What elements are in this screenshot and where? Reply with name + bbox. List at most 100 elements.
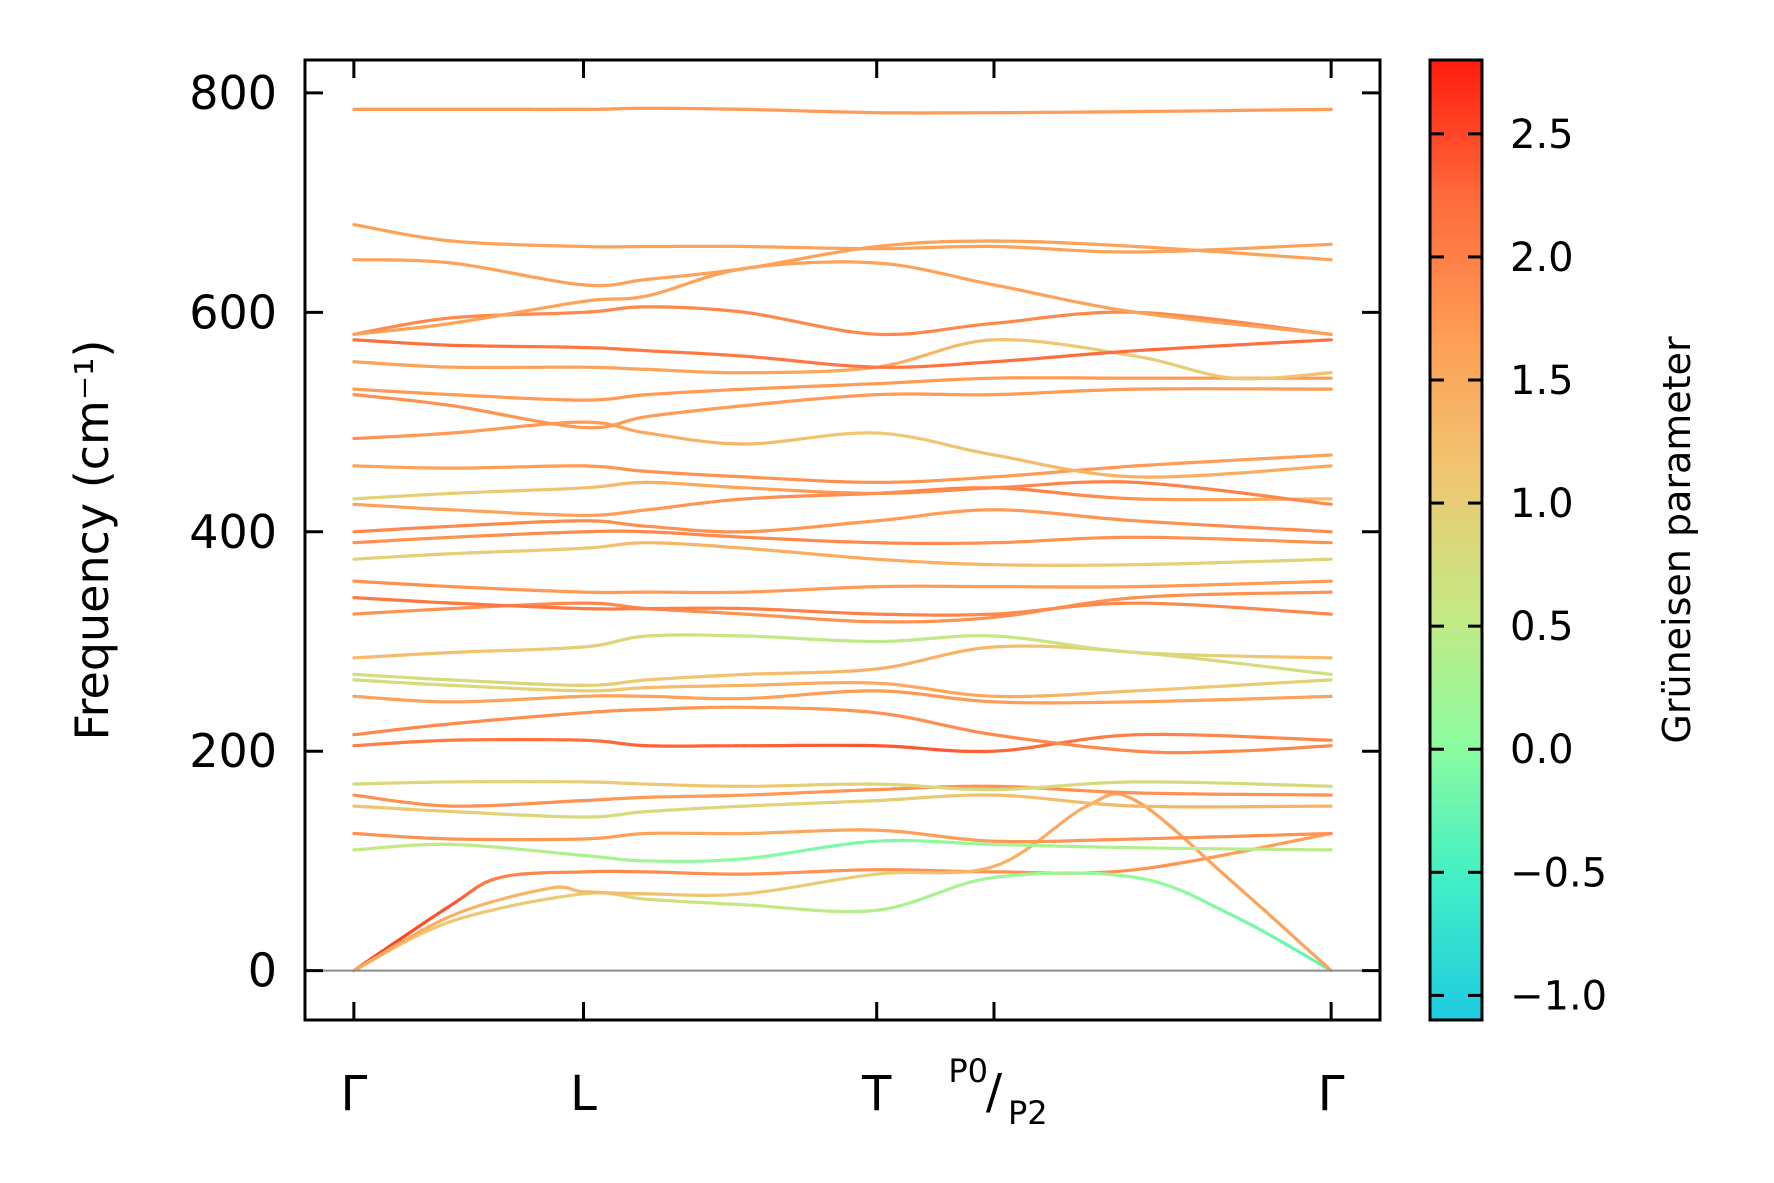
band-segment <box>1178 476 1194 477</box>
band-segment <box>1149 653 1163 654</box>
band-segment <box>1258 609 1273 610</box>
band-segment <box>1264 910 1272 917</box>
x-tick-label: P0 <box>948 1052 988 1090</box>
band-segment <box>1178 251 1194 252</box>
band-segment <box>1274 256 1288 257</box>
band-segment <box>1149 464 1163 465</box>
x-tick-label: Γ <box>340 1066 367 1122</box>
band-segment <box>1178 347 1194 348</box>
colorbar-tick-label: 0.0 <box>1510 727 1574 773</box>
band-segment <box>1101 245 1112 246</box>
band-segment <box>1178 318 1194 320</box>
band-segment <box>1288 341 1301 342</box>
band-segment <box>1274 738 1288 739</box>
band-segment <box>1258 698 1273 699</box>
band-segment <box>1163 864 1178 867</box>
band-segment <box>1288 529 1301 530</box>
band-segment <box>1274 469 1288 470</box>
band-segment <box>1242 527 1258 528</box>
band-segment <box>1226 662 1242 664</box>
band-segment <box>1210 539 1226 540</box>
band-segment <box>1242 583 1258 584</box>
band-segment <box>1226 491 1242 493</box>
band-segment <box>1101 518 1112 519</box>
x-tick-label: Γ <box>1318 1066 1345 1122</box>
colorbar-tick-label: 1.0 <box>1510 481 1574 527</box>
band-segment <box>1301 837 1313 839</box>
band-segment <box>1112 651 1123 652</box>
band-segment <box>1124 735 1136 736</box>
band-segment <box>1101 649 1112 650</box>
band-segment <box>1242 784 1258 785</box>
band-segment <box>1226 607 1242 608</box>
band-segment <box>1226 323 1242 325</box>
band-segment <box>1149 866 1163 868</box>
band-segment <box>1178 861 1194 864</box>
band-segment <box>1178 523 1194 524</box>
band-segment <box>1210 489 1226 491</box>
band-segment <box>1288 468 1301 469</box>
band-segment <box>1124 498 1136 499</box>
band-segment <box>1101 352 1112 353</box>
band-segment <box>1226 345 1242 346</box>
band-segment <box>1210 686 1226 687</box>
band-segment <box>1178 604 1194 605</box>
band-segment <box>1258 683 1273 684</box>
band-segment <box>1124 476 1136 477</box>
band-segment <box>1301 467 1313 468</box>
band-segment <box>1149 483 1163 484</box>
band-segment <box>1112 352 1123 353</box>
band-segment <box>1210 562 1226 563</box>
band-segment <box>1210 735 1226 736</box>
band-1 <box>354 834 1331 971</box>
band-segment <box>1101 468 1112 469</box>
band-segment <box>1323 674 1331 675</box>
band-segment <box>1274 457 1288 458</box>
band-segment <box>1077 347 1088 349</box>
band-segment <box>1242 540 1258 541</box>
band-segment <box>1288 457 1301 458</box>
y-tick-label: 600 <box>189 285 277 339</box>
band-segment <box>1323 259 1331 260</box>
band-segment <box>1136 690 1149 691</box>
band-segment <box>1055 344 1066 345</box>
band-segment <box>1091 648 1102 649</box>
band-segment <box>1045 742 1056 743</box>
band-segment <box>1210 525 1226 526</box>
band-segment <box>1163 523 1178 524</box>
band-segment <box>1193 250 1209 251</box>
band-segment <box>1258 583 1273 584</box>
band-segment <box>1091 783 1102 784</box>
band-segment <box>1210 855 1226 858</box>
band-segment <box>1258 528 1273 529</box>
band-segment <box>1193 585 1209 586</box>
band-segment <box>1242 493 1258 495</box>
band-segment <box>1112 692 1123 693</box>
band-segment <box>1301 258 1313 259</box>
band-segment <box>1301 530 1313 531</box>
band-segment <box>1112 805 1123 806</box>
band-segment <box>1193 605 1209 606</box>
band-segment <box>1258 343 1273 344</box>
band-18 <box>354 543 1331 566</box>
band-segment <box>1178 657 1194 659</box>
band-segment <box>1226 539 1242 540</box>
band-segment <box>1288 257 1301 258</box>
band-segment <box>1288 840 1301 843</box>
band-segment <box>1242 472 1258 473</box>
band-segment <box>1091 803 1102 804</box>
band-segment <box>1193 462 1209 463</box>
band-segment <box>1066 345 1077 347</box>
band-segment <box>1323 503 1331 504</box>
band-segment <box>1163 316 1178 318</box>
band-segment <box>1112 245 1123 246</box>
band-segment <box>1034 740 1045 741</box>
band-segment <box>1242 608 1258 609</box>
colorbar-tick-label: −0.5 <box>1510 850 1607 896</box>
band-segment <box>1258 737 1273 738</box>
band-segment <box>1242 737 1258 738</box>
band-segment <box>1226 736 1242 737</box>
band-29 <box>354 307 1331 335</box>
band-segment <box>1301 739 1313 740</box>
